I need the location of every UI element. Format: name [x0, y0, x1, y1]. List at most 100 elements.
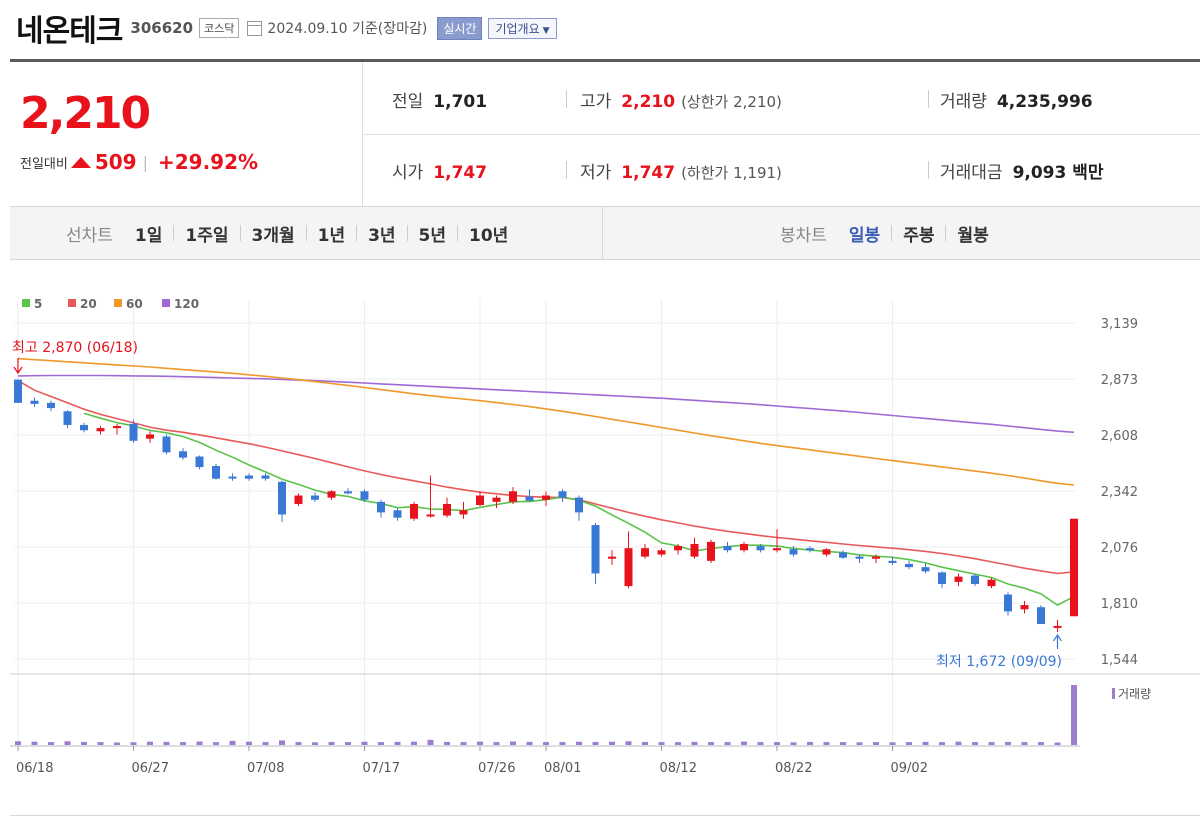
- candle-body: [905, 563, 913, 568]
- low-arrow-head-icon: [1053, 633, 1062, 642]
- candle-body: [344, 491, 352, 494]
- volume-bar: [972, 742, 978, 745]
- candle-body: [162, 436, 171, 453]
- volume-bar: [955, 741, 962, 745]
- candle-body: [921, 567, 930, 572]
- x-tick-label: 07/17: [363, 761, 400, 776]
- tab-3y[interactable]: 3년: [368, 225, 396, 246]
- low-annotation: 최저 1,672 (09/09): [936, 654, 1062, 670]
- price-change: 전일대비 509 | +29.92%: [20, 150, 258, 174]
- candle-body: [1037, 607, 1045, 625]
- volume-bar: [493, 742, 500, 745]
- company-info-label: 기업개요: [495, 21, 540, 36]
- candle-body: [938, 572, 946, 585]
- stat-label: 거래대금: [940, 163, 1003, 183]
- volume-bar: [279, 740, 285, 745]
- tab-divider: [239, 225, 241, 241]
- candle-body: [608, 556, 616, 559]
- tab-10y[interactable]: 10년: [469, 225, 509, 246]
- candle-body: [723, 546, 732, 551]
- stock-name: 네온테크: [16, 14, 123, 49]
- volume-bar: [378, 742, 384, 745]
- candle-body: [14, 379, 22, 403]
- volume-bar: [460, 742, 467, 745]
- volume-legend-label: 거래량: [1118, 687, 1151, 701]
- volume-bar: [48, 742, 54, 745]
- stat-volume: 거래량 4,235,996: [940, 87, 1093, 112]
- company-info-dropdown[interactable]: 기업개요 ▼: [488, 17, 557, 39]
- volume-bar: [262, 742, 269, 745]
- candle-body: [146, 434, 154, 439]
- volume-bar: [708, 742, 714, 745]
- candle-body: [492, 497, 501, 502]
- stat-value: 1,701: [433, 92, 488, 112]
- high-annotation: 최고 2,870 (06/18): [12, 340, 138, 356]
- y-tick-label: 3,139: [1101, 317, 1138, 332]
- x-tick-label: 07/26: [478, 761, 515, 776]
- volume-bar: [625, 741, 632, 745]
- volume-bar: [213, 742, 219, 745]
- candle-body: [773, 548, 781, 551]
- volume-bar: [774, 742, 780, 745]
- legend-label: 60: [126, 297, 143, 311]
- line-chart-label: 선차트: [66, 225, 113, 246]
- legend-label: 120: [174, 297, 199, 311]
- volume-bar: [196, 741, 203, 745]
- candle-body: [525, 496, 534, 501]
- candle-body: [426, 514, 435, 517]
- tab-3m[interactable]: 3개월: [251, 225, 295, 246]
- candle-body: [377, 501, 385, 513]
- chevron-down-icon: ▼: [542, 25, 550, 36]
- volume-bar: [345, 742, 351, 745]
- tab-divider: [945, 225, 947, 241]
- candle-body: [674, 546, 682, 551]
- stock-chart[interactable]: 5 20 60 120 거래량 3,139 2,873 2,608 2,342 2,076 1,…: [0, 260, 1200, 816]
- stat-value: 1,747: [433, 163, 488, 183]
- tab-1w[interactable]: 1주일: [185, 225, 229, 246]
- realtime-button[interactable]: 실시간: [437, 16, 483, 40]
- candle-body: [987, 579, 996, 587]
- y-tick-label: 2,342: [1101, 485, 1138, 500]
- price-box: 2,210 전일대비 509 | +29.92%: [10, 62, 363, 206]
- market-badge: 코스닥: [199, 18, 240, 38]
- current-price: 2,210: [20, 88, 151, 139]
- stat-label: 시가: [392, 163, 424, 183]
- tab-monthly[interactable]: 월봉: [957, 225, 989, 246]
- tab-5y[interactable]: 5년: [418, 225, 447, 246]
- stat-value: 9,093 백만: [1012, 163, 1104, 183]
- volume-bar: [609, 741, 615, 745]
- candle-body: [1053, 625, 1062, 628]
- x-tick-label: 08/01: [544, 761, 581, 776]
- legend-swatch: [162, 299, 170, 307]
- tab-1y[interactable]: 1년: [317, 225, 346, 246]
- base-date: 2024.09.10 기준(장마감): [267, 21, 428, 37]
- stat-value: 2,210: [621, 92, 676, 112]
- candle-body: [509, 491, 517, 502]
- x-tick-label: 08/12: [660, 761, 697, 776]
- volume-bar: [97, 742, 104, 745]
- stat-extra: (하한가 1,191): [681, 164, 782, 182]
- change-percent: +29.92%: [157, 150, 259, 174]
- candle-body: [839, 552, 847, 558]
- candle-body: [360, 491, 369, 500]
- candle-body: [624, 548, 633, 587]
- candle-body: [542, 495, 550, 500]
- candle-body: [261, 475, 270, 479]
- volume-bar: [724, 742, 731, 745]
- candle-body: [1020, 605, 1029, 610]
- stat-extra: (상한가 2,210): [681, 93, 782, 111]
- tab-1d[interactable]: 1일: [134, 225, 163, 246]
- volume-bar: [31, 741, 38, 745]
- stat-divider: [566, 90, 567, 108]
- volume-bar: [922, 741, 929, 745]
- candle-body: [822, 549, 831, 555]
- tab-daily[interactable]: 일봉: [848, 225, 881, 246]
- chart-tab-bar: 선차트 1일 1주일 3개월 1년 3년 5년 10년 봉차트 일봉 주봉 월봉: [10, 206, 1200, 260]
- candle-body: [707, 541, 715, 561]
- candle-body: [311, 495, 319, 500]
- volume-bar: [64, 741, 71, 745]
- tab-weekly[interactable]: 주봉: [903, 225, 935, 246]
- volume-bar: [1054, 742, 1061, 745]
- volume-bar: [856, 742, 863, 745]
- stock-code: 306620: [130, 19, 194, 37]
